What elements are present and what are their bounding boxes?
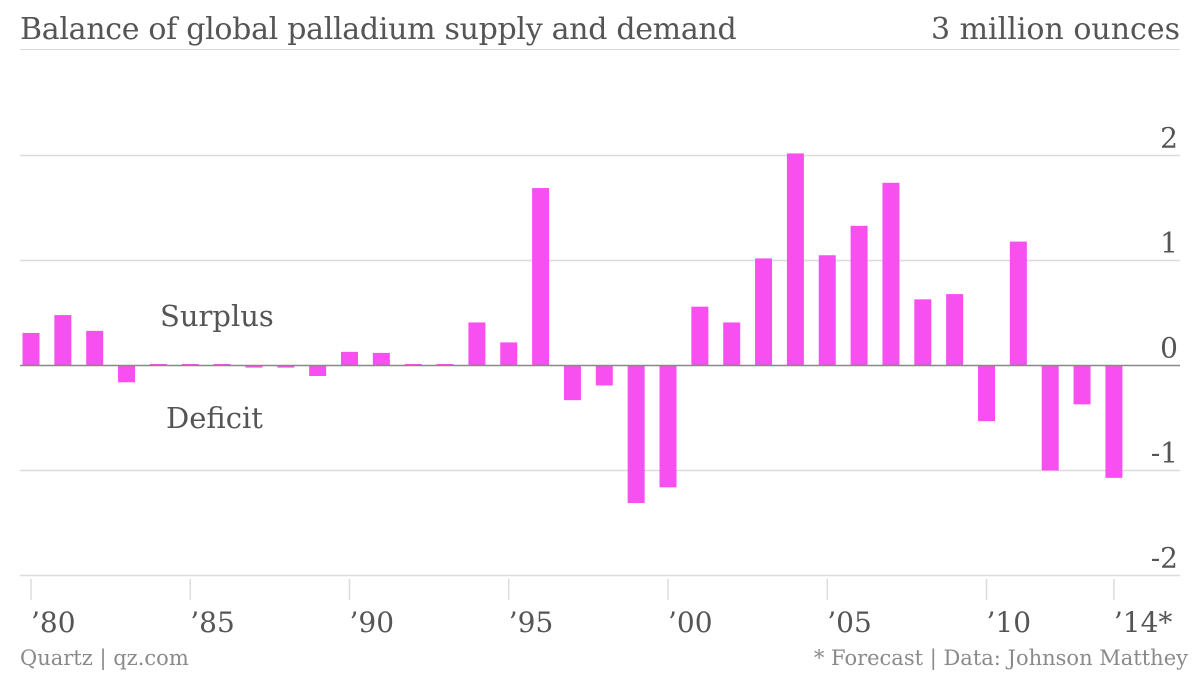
- bar-1999: [627, 365, 645, 504]
- bar-2011: [1009, 241, 1027, 366]
- x-tick-label: ’14*: [1114, 606, 1173, 639]
- source-credit: Quartz | qz.com: [20, 646, 189, 670]
- bar-1994: [468, 322, 486, 366]
- bar-2001: [691, 306, 709, 366]
- bar-1996: [532, 188, 550, 366]
- grid-lines: [20, 154, 1180, 577]
- bar-2007: [882, 182, 900, 366]
- bar-2003: [755, 258, 773, 366]
- bar-2000: [659, 365, 677, 488]
- bar-1981: [54, 315, 72, 366]
- y-tick-label: 1: [1160, 227, 1178, 260]
- x-tick-label: ’10: [987, 606, 1032, 639]
- bar-1980: [22, 332, 40, 366]
- bar-2008: [914, 299, 932, 366]
- data-source-note: * Forecast | Data: Johnson Matthey: [813, 646, 1188, 670]
- title-divider: [20, 49, 1180, 50]
- bar-2012: [1041, 365, 1059, 471]
- chart-title: Balance of global palladium supply and d…: [20, 12, 737, 47]
- x-tick-label: ’05: [827, 606, 872, 639]
- bar-2010: [978, 365, 995, 422]
- bar-1987: [245, 365, 263, 368]
- x-tick-label: ’80: [31, 606, 76, 639]
- deficit-label: Deficit: [166, 401, 263, 435]
- bar-2009: [946, 294, 964, 366]
- bar-1995: [500, 342, 518, 366]
- y-tick-labels: 2 1 0 -1 -2: [1151, 122, 1178, 575]
- x-tick-labels: ’80 ’85 ’90 ’95 ’00 ’05 ’10 ’14*: [30, 579, 1173, 639]
- bar-1982: [86, 330, 104, 366]
- bar-1988: [277, 365, 295, 368]
- surplus-label: Surplus: [160, 299, 274, 333]
- bar-2013: [1073, 365, 1091, 405]
- bar-1991: [372, 352, 390, 366]
- bar-1990: [341, 351, 358, 366]
- y-tick-label: 2: [1160, 122, 1178, 155]
- bar-1997: [563, 365, 581, 401]
- y-tick-label: 0: [1160, 332, 1178, 365]
- x-tick-label: ’00: [668, 606, 713, 639]
- bar-2004: [786, 153, 804, 366]
- y-tick-label: -2: [1151, 542, 1178, 575]
- bar-1983: [118, 365, 136, 383]
- bar-1989: [309, 365, 327, 376]
- x-tick-label: ’85: [190, 606, 235, 639]
- bar-2005: [818, 255, 836, 366]
- bar-2014: [1105, 365, 1123, 478]
- y-tick-label: -1: [1151, 437, 1178, 470]
- unit-label: 3 million ounces: [930, 12, 1180, 47]
- annotations: Surplus Deficit: [160, 299, 274, 435]
- bar-2002: [723, 322, 741, 366]
- x-tick-label: ’90: [350, 606, 395, 639]
- x-tick-label: ’95: [509, 606, 554, 639]
- bar-1998: [595, 365, 613, 386]
- bar-2006: [850, 225, 868, 366]
